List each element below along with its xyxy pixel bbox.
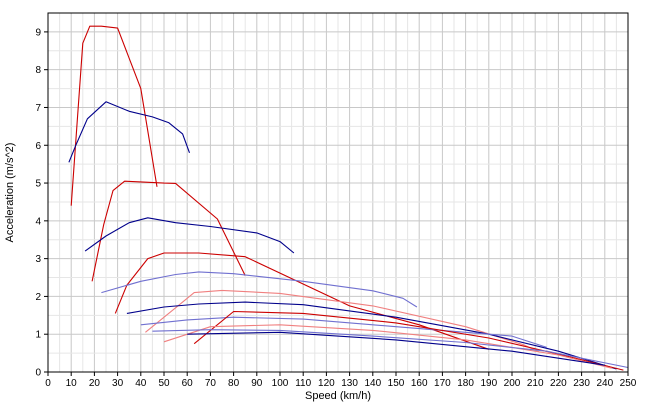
y-tick-label: 7 bbox=[35, 103, 41, 114]
x-tick-label: 110 bbox=[295, 378, 311, 389]
y-tick-label: 1 bbox=[35, 330, 41, 341]
series-line-13 bbox=[187, 331, 605, 366]
plot-frame bbox=[47, 12, 629, 373]
y-tick-label: 0 bbox=[35, 368, 41, 379]
y-tick-label: 3 bbox=[35, 254, 41, 265]
series-line-8 bbox=[126, 301, 617, 370]
series-line-9 bbox=[140, 316, 547, 348]
y-tick-label: 2 bbox=[35, 292, 41, 303]
x-tick-label: 120 bbox=[318, 378, 335, 389]
series-line-3 bbox=[91, 180, 246, 282]
x-tick-label: 100 bbox=[272, 378, 289, 389]
x-tick-label: 220 bbox=[550, 378, 567, 389]
series-line-11 bbox=[163, 324, 612, 369]
x-tick-label: 170 bbox=[434, 378, 451, 389]
y-axis-ticks: 0 1 2 3 4 5 6 7 8 9 bbox=[35, 27, 48, 379]
x-tick-label: 210 bbox=[527, 378, 544, 389]
series-line-2 bbox=[68, 101, 191, 163]
x-tick-label: 90 bbox=[251, 378, 263, 389]
x-tick-label: 40 bbox=[135, 378, 147, 389]
y-axis-label: Acceleration (m/s^2) bbox=[4, 143, 16, 243]
x-tick-label: 20 bbox=[89, 378, 101, 389]
y-tick-label: 4 bbox=[35, 216, 41, 227]
x-tick-label: 180 bbox=[457, 378, 474, 389]
x-tick-label: 190 bbox=[480, 378, 497, 389]
series-line-10 bbox=[193, 310, 624, 371]
y-tick-label: 6 bbox=[35, 141, 41, 152]
y-tick-label: 9 bbox=[35, 27, 41, 38]
x-tick-label: 150 bbox=[388, 378, 405, 389]
x-axis-ticks: 0 10 20 30 40 50 60 70 80 90 100 110 120 130 140 150 160… bbox=[45, 372, 637, 389]
y-tick-label: 5 bbox=[35, 179, 41, 190]
y-tick-label: 8 bbox=[35, 65, 41, 76]
x-tick-label: 60 bbox=[182, 378, 194, 389]
series-line-6 bbox=[101, 271, 418, 308]
x-tick-label: 240 bbox=[596, 378, 613, 389]
series-line-7 bbox=[145, 289, 541, 353]
x-tick-label: 30 bbox=[112, 378, 124, 389]
series-line-4 bbox=[84, 217, 295, 254]
x-tick-label: 50 bbox=[158, 378, 170, 389]
x-tick-label: 200 bbox=[504, 378, 521, 389]
x-tick-label: 140 bbox=[364, 378, 381, 389]
x-tick-label: 250 bbox=[620, 378, 637, 389]
grid bbox=[47, 12, 629, 373]
x-tick-label: 10 bbox=[66, 378, 78, 389]
x-tick-label: 70 bbox=[205, 378, 217, 389]
x-tick-label: 80 bbox=[228, 378, 240, 389]
x-tick-label: 230 bbox=[573, 378, 590, 389]
x-tick-label: 160 bbox=[411, 378, 428, 389]
x-tick-label: 130 bbox=[341, 378, 358, 389]
series-line-1 bbox=[70, 25, 158, 206]
series-line-5 bbox=[114, 252, 489, 350]
x-tick-label: 0 bbox=[45, 378, 51, 389]
x-axis-label: Speed (km/h) bbox=[305, 390, 371, 402]
series-group bbox=[68, 25, 629, 371]
series-line-12 bbox=[152, 329, 629, 369]
